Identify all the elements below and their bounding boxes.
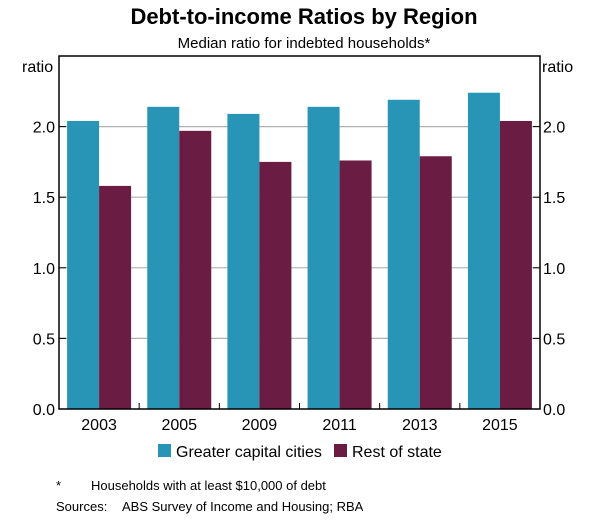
bar-greater-capital-cities-2003 [67, 120, 100, 410]
y-tick-label-right: 0.0 [543, 402, 565, 419]
y-tick-label-right: 1.5 [543, 190, 565, 207]
x-tick-label: 2011 [322, 417, 357, 434]
bar-rest-of-state-2015 [499, 120, 532, 410]
x-tick-label: 2009 [242, 417, 278, 434]
legend-swatch [334, 444, 347, 457]
bar-rest-of-state-2003 [99, 185, 132, 409]
sources-label: Sources: [56, 499, 107, 514]
bar-greater-capital-cities-2015 [467, 92, 500, 409]
footnote-marker: * [56, 478, 61, 493]
bar-rest-of-state-2005 [179, 130, 212, 409]
footnote: Households with at least $10,000 of debt [91, 478, 326, 493]
y-tick-label-right: 2.0 [543, 120, 565, 137]
chart-subtitle: Median ratio for indebted households* [178, 35, 431, 52]
y-tick-label-left: 0.0 [33, 402, 55, 419]
y-axis-label-left: ratio [22, 59, 53, 76]
bar-rest-of-state-2013 [419, 156, 452, 409]
y-tick-label-left: 2.0 [33, 120, 55, 137]
y-tick-label-left: 1.5 [33, 190, 55, 207]
y-tick-label-left: 1.0 [33, 261, 55, 278]
x-tick-label: 2013 [402, 417, 438, 434]
chart-title: Debt-to-income Ratios by Region [130, 4, 477, 29]
bar-rest-of-state-2011 [339, 160, 372, 409]
bar-greater-capital-cities-2005 [147, 106, 180, 409]
bar-rest-of-state-2009 [259, 161, 292, 409]
y-tick-label-right: 1.0 [543, 261, 565, 278]
y-tick-label-left: 0.5 [33, 331, 55, 348]
bar-greater-capital-cities-2013 [387, 99, 420, 409]
legend-label: Rest of state [352, 444, 442, 461]
legend-swatch [158, 444, 171, 457]
bar-greater-capital-cities-2009 [227, 113, 260, 409]
plot-frame [58, 55, 541, 410]
x-tick-label: 2015 [482, 417, 518, 434]
x-tick-label: 2005 [161, 417, 197, 434]
y-axis-label-right: ratio [542, 59, 573, 76]
sources: ABS Survey of Income and Housing; RBA [122, 499, 364, 514]
legend-label: Greater capital cities [176, 444, 322, 461]
x-tick-label: 2003 [81, 417, 117, 434]
y-tick-label-right: 0.5 [543, 331, 565, 348]
bar-greater-capital-cities-2011 [307, 106, 340, 409]
